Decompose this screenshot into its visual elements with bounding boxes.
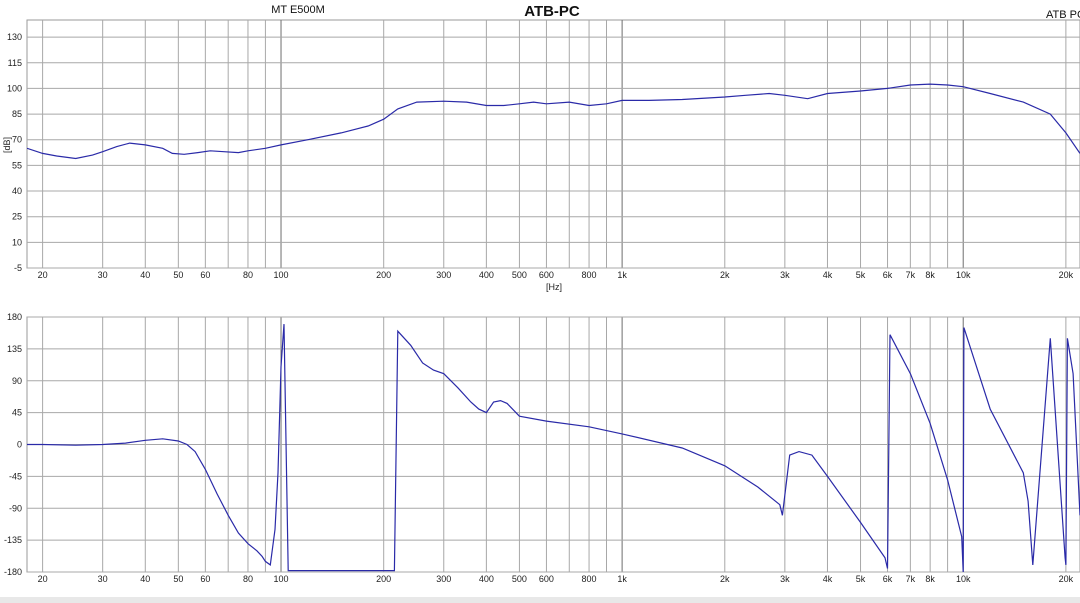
y-axis-label: [dB]: [2, 137, 12, 153]
magnitude-x-tick-label: 30: [98, 270, 108, 280]
magnitude-x-tick-label: 500: [512, 270, 527, 280]
magnitude-y-tick-label: 40: [12, 186, 22, 196]
phase-y-tick-label: -90: [9, 503, 22, 513]
phase-x-tick-label: 2k: [720, 574, 730, 584]
phase-x-tick-label: 30: [98, 574, 108, 584]
phase-x-tick-label: 20: [38, 574, 48, 584]
phase-y-tick-label: -45: [9, 471, 22, 481]
magnitude-y-tick-label: 70: [12, 135, 22, 145]
phase-x-tick-label: 3k: [780, 574, 790, 584]
phase-y-tick-label: 90: [12, 376, 22, 386]
magnitude-x-tick-label: 80: [243, 270, 253, 280]
magnitude-series-line-0: [27, 83, 1080, 160]
phase-y-tick-label: -180: [4, 567, 22, 577]
magnitude-x-tick-label: 400: [479, 270, 494, 280]
magnitude-x-tick-label: 20k: [1059, 270, 1074, 280]
phase-y-tick-label: 180: [7, 312, 22, 322]
magnitude-y-tick-label: 115: [8, 58, 22, 68]
x-axis-label: [Hz]: [546, 282, 562, 292]
phase-x-tick-label: 60: [200, 574, 210, 584]
phase-x-tick-label: 600: [539, 574, 554, 584]
magnitude-y-tick-label: 100: [7, 83, 22, 93]
magnitude-x-tick-label: 7k: [906, 270, 916, 280]
magnitude-x-tick-label: 600: [539, 270, 554, 280]
phase-x-tick-label: 300: [436, 574, 451, 584]
chart-subtitle-right: ATB PC: [1046, 9, 1080, 21]
magnitude-x-tick-label: 800: [582, 270, 597, 280]
magnitude-x-tick-label: 60: [200, 270, 210, 280]
magnitude-x-tick-label: 100: [274, 270, 289, 280]
phase-y-tick-label: 135: [7, 344, 22, 354]
magnitude-x-tick-label: 3k: [780, 270, 790, 280]
phase-x-tick-label: 500: [512, 574, 527, 584]
magnitude-x-tick-label: 8k: [925, 270, 935, 280]
magnitude-x-tick-label: 50: [173, 270, 183, 280]
phase-x-tick-label: 100: [274, 574, 289, 584]
magnitude-x-tick-label: 2k: [720, 270, 730, 280]
phase-x-tick-label: 200: [376, 574, 391, 584]
phase-x-tick-label: 50: [173, 574, 183, 584]
phase-y-tick-label: 0: [17, 440, 22, 450]
magnitude-y-tick-label: 130: [7, 32, 22, 42]
phase-x-tick-label: 80: [243, 574, 253, 584]
magnitude-x-tick-label: 6k: [883, 270, 893, 280]
status-strip: [0, 597, 1080, 603]
phase-series-line-0: [27, 324, 1080, 572]
phase-x-tick-label: 1k: [617, 574, 627, 584]
magnitude-x-tick-label: 40: [140, 270, 150, 280]
phase-x-tick-label: 5k: [856, 574, 866, 584]
phase-x-tick-label: 4k: [823, 574, 833, 584]
magnitude-y-tick-label: 55: [12, 160, 22, 170]
phase-y-tick-label: -135: [4, 535, 22, 545]
phase-x-tick-label: 8k: [925, 574, 935, 584]
magnitude-y-tick-label: 85: [12, 109, 22, 119]
phase-x-tick-label: 400: [479, 574, 494, 584]
phase-y-tick-label: 45: [12, 408, 22, 418]
magnitude-x-tick-label: 4k: [823, 270, 833, 280]
magnitude-x-tick-label: 200: [376, 270, 391, 280]
phase-x-tick-label: 20k: [1059, 574, 1074, 584]
chart-title: ATB-PC: [524, 3, 580, 20]
phase-x-tick-label: 10k: [956, 574, 971, 584]
magnitude-y-tick-label: 10: [12, 237, 22, 247]
chart-subtitle-left: MT E500M: [271, 4, 325, 16]
magnitude-plot-area: [26, 19, 1080, 269]
magnitude-y-tick-label: 25: [12, 212, 22, 222]
phase-x-tick-label: 40: [140, 574, 150, 584]
magnitude-x-tick-label: 10k: [956, 270, 971, 280]
phase-x-tick-label: 800: [582, 574, 597, 584]
phase-x-tick-label: 6k: [883, 574, 893, 584]
magnitude-x-tick-label: 1k: [617, 270, 627, 280]
phase-x-tick-label: 7k: [906, 574, 916, 584]
magnitude-x-tick-label: 5k: [856, 270, 866, 280]
magnitude-x-tick-label: 20: [38, 270, 48, 280]
magnitude-y-tick-label: -5: [14, 263, 22, 273]
magnitude-x-tick-label: 300: [436, 270, 451, 280]
